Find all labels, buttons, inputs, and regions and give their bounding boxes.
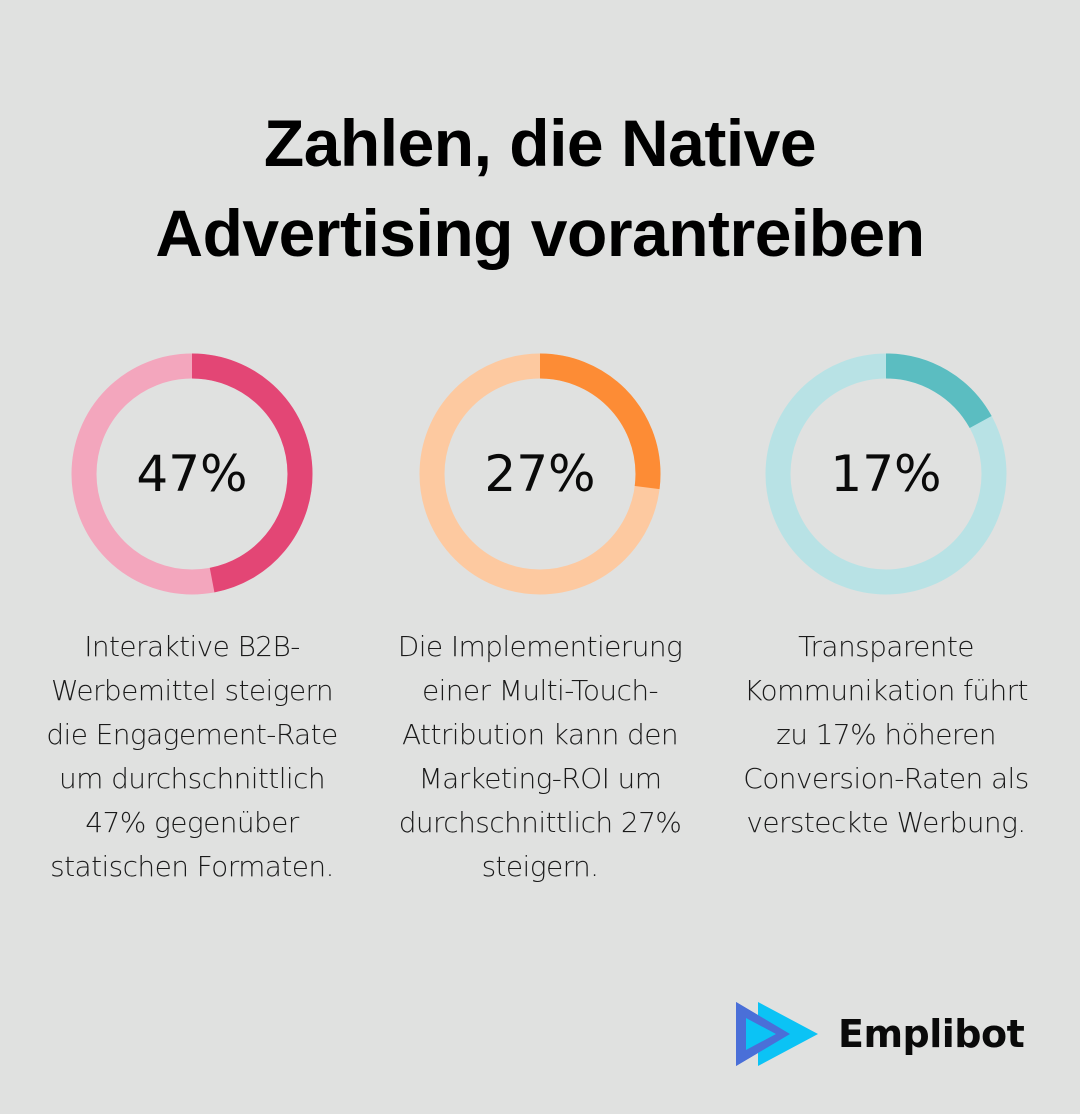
stat-value: 17%: [830, 445, 942, 503]
stat-value: 27%: [484, 445, 596, 503]
donut-chart: 17%: [765, 353, 1007, 595]
page-title: Zahlen, die Native Advertising vorantrei…: [0, 98, 1080, 278]
stat-card-conversion: 17% Transparente Kommunikation führt zu …: [716, 353, 1056, 845]
stat-value: 47%: [136, 445, 248, 503]
double-play-arrow-icon: [736, 1002, 818, 1066]
donut-chart: 27%: [419, 353, 661, 595]
title-line-2: Advertising vorantreiben: [155, 196, 925, 270]
brand-name: Emplibot: [838, 1012, 1025, 1056]
stat-card-roi: 27% Die Implementierung einer Multi-Touc…: [370, 353, 710, 889]
donut-ring-icon: [419, 353, 661, 595]
stat-description: Interaktive B2B-Werbemittel steigern die…: [46, 630, 338, 883]
stat-description: Transparente Kommunikation führt zu 17% …: [743, 630, 1029, 839]
stat-card-engagement: 47% Interaktive B2B-Werbemittel steigern…: [22, 353, 362, 889]
title-line-1: Zahlen, die Native: [263, 106, 817, 180]
brand-logo: Emplibot: [736, 998, 1025, 1070]
donut-ring-icon: [71, 353, 313, 595]
donut-ring-icon: [765, 353, 1007, 595]
donut-chart: 47%: [71, 353, 313, 595]
stat-description: Die Implementierung einer Multi-Touch-At…: [397, 630, 683, 883]
